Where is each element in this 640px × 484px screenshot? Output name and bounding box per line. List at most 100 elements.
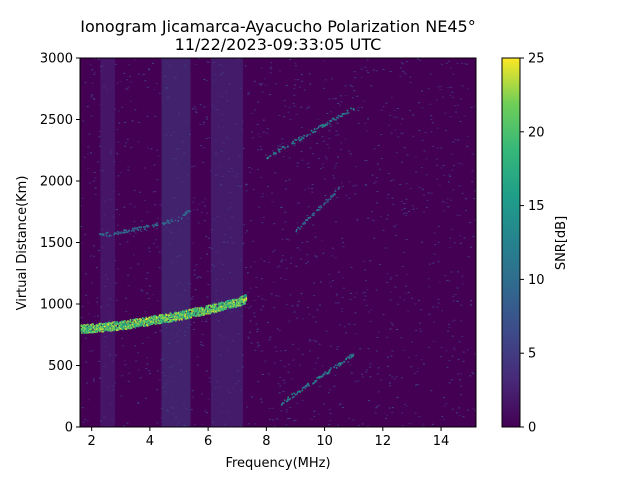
echo-cell	[266, 157, 268, 160]
echo-cell	[108, 321, 110, 324]
noise-cell	[158, 267, 161, 269]
noise-cell	[288, 157, 291, 159]
noise-cell	[467, 88, 470, 90]
noise-cell	[422, 363, 425, 365]
noise-cell	[253, 299, 256, 301]
noise-cell	[271, 201, 274, 203]
noise-cell	[322, 166, 325, 168]
echo-cell	[138, 320, 140, 323]
echo-cell	[126, 231, 129, 233]
noise-cell	[256, 346, 259, 348]
echo-cell	[147, 323, 150, 326]
noise-cell	[245, 267, 248, 268]
echo-cell	[286, 398, 289, 401]
noise-cell	[393, 109, 396, 111]
noise-cell	[453, 242, 456, 244]
noise-cell	[279, 360, 282, 362]
noise-cell	[461, 283, 464, 285]
noise-cell	[353, 324, 356, 325]
noise-cell	[308, 73, 311, 75]
noise-cell	[127, 169, 130, 171]
noise-cell	[200, 211, 203, 213]
echo-cell	[214, 303, 216, 306]
noise-cell	[280, 277, 282, 279]
noise-cell	[336, 197, 339, 199]
noise-cell	[362, 261, 365, 262]
noise-cell	[306, 306, 309, 308]
noise-cell	[260, 278, 263, 280]
echo-cell	[218, 302, 221, 305]
echo-cell	[299, 391, 301, 393]
noise-cell	[355, 333, 358, 335]
echo-cell	[340, 363, 342, 365]
echo-cell	[110, 325, 112, 327]
noise-cell	[247, 423, 250, 425]
noise-cell	[93, 73, 96, 75]
noise-cell	[431, 145, 434, 147]
noise-cell	[386, 415, 388, 417]
noise-cell	[196, 277, 198, 279]
noise-cell	[403, 207, 406, 209]
echo-cell	[240, 299, 242, 301]
echo-cell	[312, 382, 314, 385]
noise-cell	[191, 166, 193, 168]
noise-cell	[405, 292, 408, 294]
echo-cell	[181, 217, 183, 220]
echo-cell	[167, 317, 170, 319]
noise-cell	[442, 96, 444, 98]
noise-cell	[425, 158, 428, 160]
echo-cell	[102, 323, 105, 325]
noise-cell	[390, 180, 393, 182]
noise-cell	[458, 415, 461, 417]
noise-cell	[279, 144, 282, 146]
noise-cell	[276, 266, 279, 268]
echo-cell	[103, 325, 106, 328]
noise-cell	[85, 294, 88, 296]
noise-cell	[258, 136, 261, 138]
noise-cell	[436, 306, 439, 308]
echo-cell	[150, 320, 153, 323]
echo-cell	[132, 227, 134, 230]
noise-cell	[90, 152, 92, 154]
echo-cell	[129, 324, 131, 326]
colorbar-tick-label: 25	[528, 52, 545, 67]
noise-cell	[206, 296, 209, 298]
x-tick-label: 4	[146, 434, 154, 449]
noise-cell	[322, 252, 325, 254]
echo-cell	[269, 155, 272, 157]
noise-cell	[257, 381, 260, 383]
echo-cell	[153, 318, 156, 321]
noise-cell	[153, 89, 156, 90]
echo-cell	[85, 324, 88, 326]
noise-cell	[205, 116, 208, 118]
noise-cell	[205, 138, 208, 139]
noise-cell	[272, 419, 275, 421]
noise-cell	[208, 237, 210, 239]
echo-cell	[206, 308, 209, 310]
echo-cell	[232, 303, 235, 306]
band-noise	[100, 58, 115, 427]
noise-cell	[360, 76, 363, 78]
noise-cell	[441, 416, 444, 418]
echo-cell	[351, 355, 353, 358]
x-tick-label: 8	[262, 434, 270, 449]
echo-cell	[167, 321, 169, 323]
echo-cell	[200, 307, 202, 310]
echo-cell	[152, 226, 155, 228]
noise-cell	[440, 63, 443, 65]
noise-cell	[457, 139, 460, 141]
noise-cell	[335, 135, 338, 136]
noise-cell	[409, 110, 412, 112]
noise-cell	[397, 108, 400, 109]
noise-cell	[280, 207, 283, 208]
noise-cell	[323, 60, 326, 62]
noise-cell	[91, 94, 94, 96]
echo-cell	[205, 306, 207, 309]
noise-cell	[430, 390, 433, 392]
noise-cell	[293, 420, 296, 422]
noise-cell	[133, 221, 136, 223]
noise-cell	[247, 291, 250, 293]
echo-cell	[102, 234, 105, 236]
echo-cell	[179, 316, 182, 318]
noise-cell	[194, 111, 197, 112]
